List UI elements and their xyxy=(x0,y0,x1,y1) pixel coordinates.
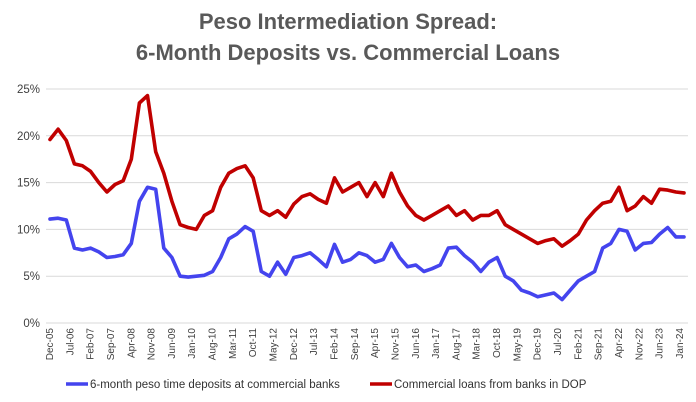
x-tick-label: Jun-16 xyxy=(411,328,422,359)
x-tick-label: Feb-21 xyxy=(573,328,584,360)
x-tick-label: Apr-22 xyxy=(614,328,625,358)
series-lines xyxy=(48,93,686,302)
x-tick-label: Jan-17 xyxy=(431,328,442,359)
x-tick-label: Aug-10 xyxy=(208,328,219,361)
x-tick-label: Aug-17 xyxy=(451,328,462,361)
x-axis: Dec-05 Jul-06 Feb-07 Sep-07 Apr-08 Nov-08 Jun-… xyxy=(45,328,696,362)
chart-subtitle: 6-Month Deposits vs. Commercial Loans xyxy=(135,40,561,65)
y-tick-label: 15% xyxy=(17,178,40,190)
x-tick-label: Jul-06 xyxy=(65,328,76,356)
x-tick-label: May-12 xyxy=(269,328,280,362)
x-tick-label: Dec-05 xyxy=(45,328,56,361)
x-tick-label: May-19 xyxy=(512,328,523,362)
x-tick-label: Nov-08 xyxy=(147,328,158,361)
x-tick-label: Sep-14 xyxy=(350,328,361,361)
x-tick-label: Jun-09 xyxy=(167,328,178,359)
series-line-0 xyxy=(48,185,686,302)
chart-title: Peso Intermediation Spread: 6-Month Depo… xyxy=(0,6,696,68)
legend-label-0: 6-month peso time deposits at commercial… xyxy=(90,379,340,391)
x-tick-label: Dec-19 xyxy=(533,328,544,361)
y-axis: 0% 5% 10% 15% 20% 25% xyxy=(17,84,40,330)
x-tick-label: Oct-11 xyxy=(248,328,259,358)
x-tick-label: Apr-08 xyxy=(126,328,137,358)
chart-title-line1: Peso Intermediation Spread: xyxy=(198,9,498,34)
y-tick-label: 20% xyxy=(17,131,40,143)
x-tick-label: Feb-07 xyxy=(86,328,97,360)
x-tick-label: Apr-15 xyxy=(370,328,381,358)
x-tick-label: Jul-13 xyxy=(309,328,320,356)
gridlines xyxy=(46,88,688,324)
x-tick-label: Mar-11 xyxy=(228,328,239,359)
x-tick-label: Nov-22 xyxy=(634,328,645,361)
x-tick-label: Oct-18 xyxy=(492,328,503,358)
x-tick-label: Jul-20 xyxy=(553,328,564,356)
series-line-1 xyxy=(48,93,686,248)
y-tick-label: 10% xyxy=(17,224,40,236)
y-tick-label: 0% xyxy=(23,318,40,330)
x-tick-label: Sep-21 xyxy=(594,328,605,361)
x-tick-label: Jun-23 xyxy=(655,328,666,359)
x-tick-label: Dec-12 xyxy=(289,328,300,361)
legend: 6-month peso time deposits at commercial… xyxy=(66,379,587,391)
x-tick-label: Mar-18 xyxy=(472,328,483,360)
x-tick-label: Jan-10 xyxy=(187,328,198,359)
y-tick-label: 5% xyxy=(23,271,40,283)
x-tick-label: Jan-24 xyxy=(675,328,686,359)
y-tick-label: 25% xyxy=(17,84,40,96)
x-tick-label: Feb-14 xyxy=(329,328,340,360)
x-tick-label: Sep-07 xyxy=(106,328,117,361)
legend-label-1: Commercial loans from banks in DOP xyxy=(394,379,587,391)
x-tick-label: Nov-15 xyxy=(390,328,401,361)
